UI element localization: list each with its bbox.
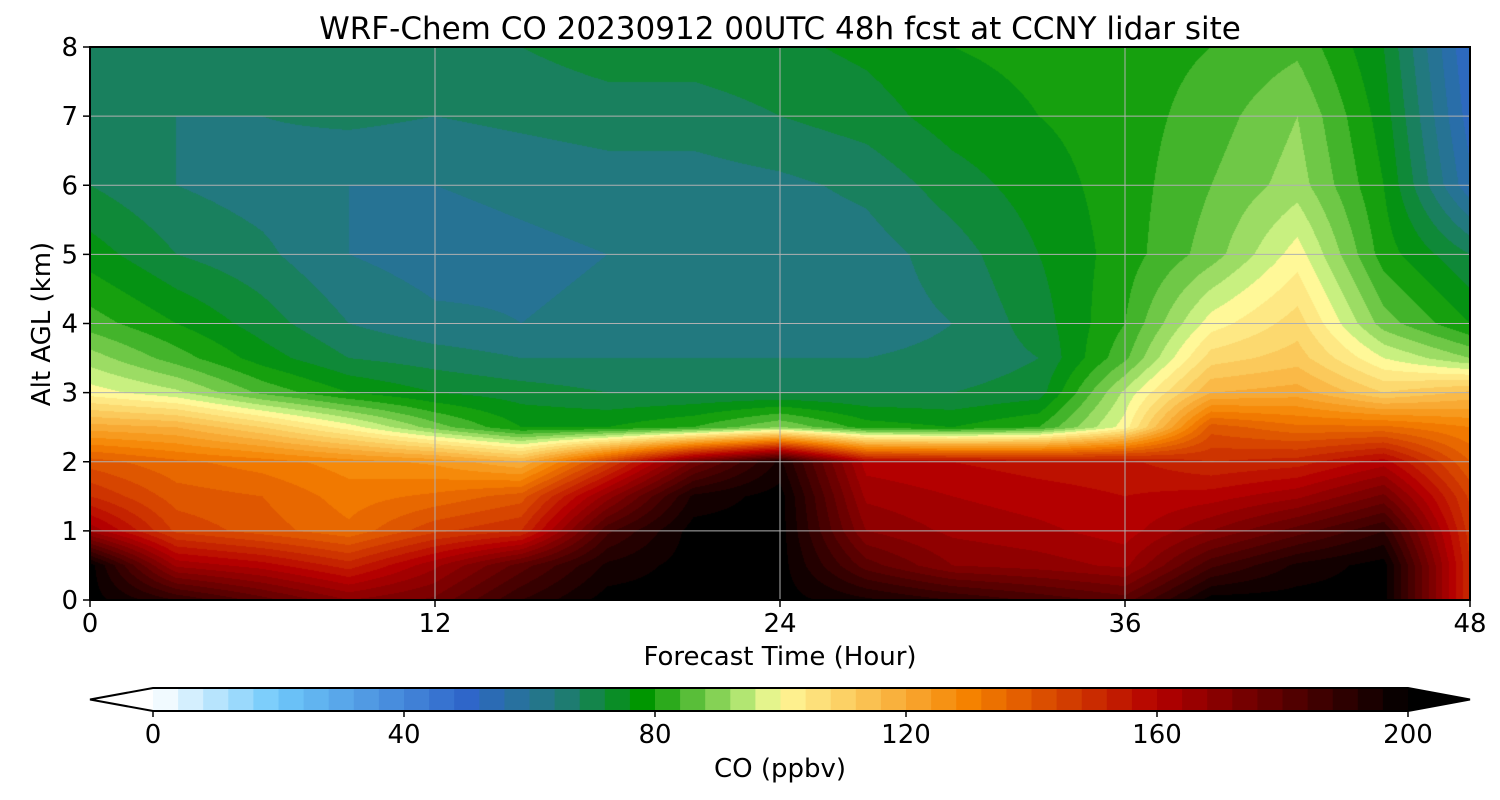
colorbar-extend-min: [90, 688, 153, 711]
colorbar-segment: [1332, 688, 1359, 711]
colorbar-segment: [278, 688, 305, 711]
y-tick-label: 3: [61, 379, 78, 409]
colorbar-segment: [1357, 688, 1384, 711]
x-tick-label: 12: [418, 609, 451, 639]
colorbar-segment: [931, 688, 957, 711]
colorbar-segment: [1131, 688, 1158, 711]
x-tick-label: 48: [1453, 609, 1486, 639]
colorbar-segment: [353, 688, 380, 711]
colorbar-label: CO (ppbv): [714, 754, 846, 784]
colorbar-extend-max: [1408, 688, 1470, 711]
colorbar-tick-label: 0: [145, 720, 162, 750]
colorbar-segment: [830, 688, 857, 711]
colorbar-segment: [253, 688, 280, 711]
x-axis: 0 12 24 36 48: [82, 600, 1487, 639]
colorbar-segment: [1031, 688, 1058, 711]
colorbar-segment: [981, 688, 1007, 711]
colorbar-segment: [1182, 688, 1208, 711]
colorbar-segment: [755, 688, 782, 711]
y-tick-label: 4: [61, 310, 78, 340]
colorbar-segment: [1081, 688, 1108, 711]
colorbar-segment: [479, 688, 505, 711]
colorbar-tick-label: 80: [638, 720, 671, 750]
colorbar-segment: [579, 688, 606, 711]
colorbar-segment: [303, 688, 330, 711]
colorbar-segment: [805, 688, 832, 711]
y-tick-label: 1: [61, 517, 78, 547]
colorbar-segment: [178, 688, 204, 711]
y-axis: 0 1 2 3 4 5 6 7 8: [61, 33, 90, 616]
colorbar-segment: [1307, 688, 1334, 711]
colorbar-segment: [906, 688, 932, 711]
colorbar-tick-label: 40: [387, 720, 420, 750]
x-tick-label: 36: [1108, 609, 1141, 639]
colorbar-segment: [956, 688, 982, 711]
y-tick-label: 7: [61, 102, 78, 132]
colorbar-segment: [378, 688, 405, 711]
colorbar-segment: [328, 688, 355, 711]
colorbar-tick-label: 160: [1132, 720, 1182, 750]
colorbar-segment: [228, 688, 254, 711]
colorbar-segment: [454, 688, 480, 711]
y-tick-label: 0: [61, 586, 78, 616]
colorbar-segment: [1207, 688, 1233, 711]
colorbar-segment: [1006, 688, 1033, 711]
y-tick-label: 6: [61, 171, 78, 201]
colorbar-segment: [1257, 688, 1284, 711]
colorbar-segment: [1232, 688, 1258, 711]
colorbar-segment: [554, 688, 581, 711]
colorbar-segment: [153, 688, 179, 711]
colorbar-segment: [529, 688, 556, 711]
colorbar-segment: [1157, 688, 1183, 711]
colorbar-segment: [705, 688, 731, 711]
x-axis-label: Forecast Time (Hour): [643, 642, 916, 672]
x-tick-label: 24: [763, 609, 796, 639]
colorbar-segment: [1056, 688, 1083, 711]
colorbar-tick-label: 200: [1383, 720, 1433, 750]
colorbar-segment: [1282, 688, 1309, 711]
x-tick-label: 0: [82, 609, 99, 639]
colorbar-segment: [604, 688, 631, 711]
grid-lines: [90, 47, 1470, 600]
colorbar-ticks: 0 40 80 120 160 200: [145, 711, 1433, 750]
colorbar-segment: [429, 688, 455, 711]
chart-title: WRF-Chem CO 20230912 00UTC 48h fcst at C…: [319, 11, 1241, 47]
colorbar-segment: [1106, 688, 1133, 711]
y-tick-label: 5: [61, 240, 78, 270]
colorbar-segment: [730, 688, 756, 711]
colorbar-segment: [404, 688, 430, 711]
colorbar-tick-label: 120: [881, 720, 931, 750]
colorbar-segment: [680, 688, 706, 711]
y-axis-label: Alt AGL (km): [27, 242, 57, 406]
y-tick-label: 8: [61, 33, 78, 63]
colorbar-segment: [655, 688, 681, 711]
colorbar-segment: [880, 688, 907, 711]
colorbar-segment: [203, 688, 229, 711]
colorbar-segment: [504, 688, 531, 711]
colorbar: [89, 687, 1471, 712]
y-tick-label: 2: [61, 448, 78, 478]
colorbar-segment: [780, 688, 807, 711]
colorbar-segment: [855, 688, 882, 711]
colorbar-segment: [629, 688, 656, 711]
colorbar-segment: [1382, 688, 1409, 711]
